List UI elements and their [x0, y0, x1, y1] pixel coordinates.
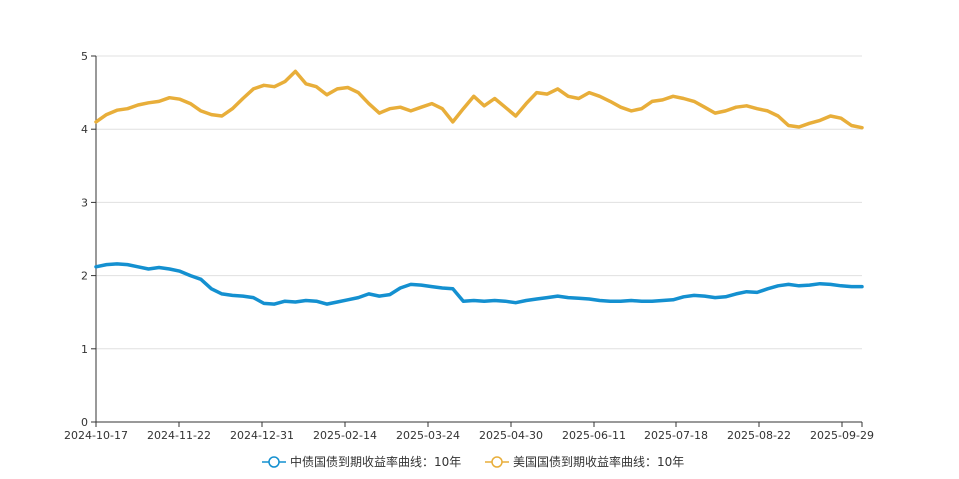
series-group: [94, 69, 864, 306]
legend-item-1[interactable]: 美国国债到期收益率曲线：10年: [485, 454, 684, 469]
y-tick-label: 5: [81, 50, 88, 63]
x-tick-label: 2025-03-24: [396, 429, 460, 442]
x-tick-label: 2025-07-18: [644, 429, 708, 442]
series-line-0[interactable]: [94, 262, 864, 306]
legend-label: 美国国债到期收益率曲线：10年: [513, 454, 684, 469]
x-tick-label: 2025-04-30: [479, 429, 543, 442]
legend-label: 中债国债到期收益率曲线：10年: [290, 454, 461, 469]
legend-item-0[interactable]: 中债国债到期收益率曲线：10年: [262, 454, 461, 469]
x-tick-label: 2024-10-17: [64, 429, 128, 442]
y-tick-label: 0: [81, 416, 88, 429]
x-axis: 2024-10-17 2024-11-22 2024-12-31 2025-02-14…: [64, 421, 874, 442]
x-tick-label: 2024-12-31: [230, 429, 294, 442]
legend[interactable]: 中债国债到期收益率曲线：10年 美国国债到期收益率曲线：10年: [262, 454, 684, 469]
x-tick-label: 2025-06-11: [562, 429, 626, 442]
x-tick-label: 2024-11-22: [147, 429, 211, 442]
y-tick-label: 3: [81, 196, 88, 209]
x-tick-label: 2025-08-22: [727, 429, 791, 442]
x-tick-label: 2025-09-29: [810, 429, 874, 442]
x-tick-label: 2025-02-14: [313, 429, 377, 442]
legend-marker-icon: [268, 456, 280, 468]
y-tick-label: 4: [81, 123, 88, 136]
series-line-1[interactable]: [94, 69, 864, 130]
grid-lines: [96, 55, 862, 350]
y-tick-label: 2: [81, 270, 88, 283]
y-tick-label: 1: [81, 343, 88, 356]
y-axis: 0 1 2 3 4 5: [81, 50, 97, 429]
legend-marker-icon: [491, 456, 503, 468]
